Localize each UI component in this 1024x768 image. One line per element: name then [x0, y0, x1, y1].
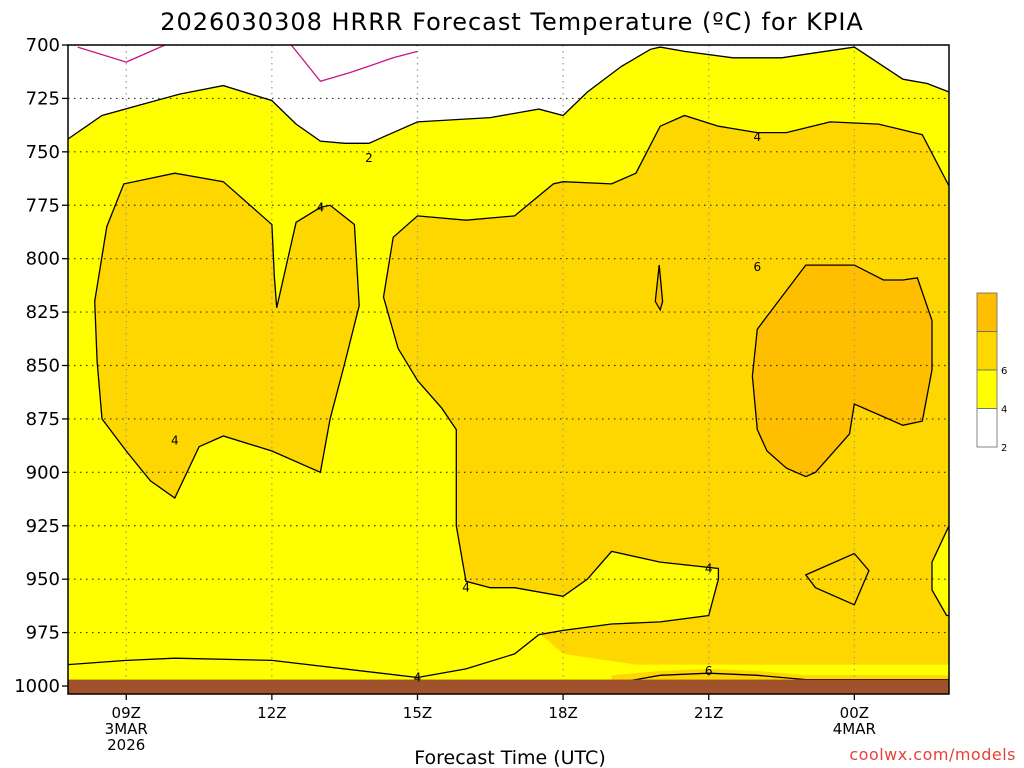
contour-label: 4 — [317, 200, 325, 214]
x-tick-label: 2026 — [107, 736, 145, 754]
x-tick-label: 3MAR — [105, 720, 148, 738]
contour-label: 4 — [462, 581, 470, 595]
contour-label: 4 — [414, 670, 422, 684]
y-tick-label: 700 — [26, 35, 60, 56]
y-tick-label: 825 — [26, 302, 60, 323]
region-main-4c-layer — [383, 115, 949, 665]
region-upper-left-4c-pocket — [94, 173, 360, 498]
legend-swatch — [976, 408, 998, 448]
x-tick-label: 21Z — [694, 704, 723, 722]
plot-area: 2 4 4 4 4 4 4 6 6 — [68, 45, 949, 694]
y-tick-label: 900 — [26, 462, 60, 483]
contour-right-4-contour-a — [931, 525, 949, 617]
contour-label: 6 — [705, 664, 713, 678]
contour-label: 4 — [705, 561, 713, 575]
color-legend: 6 4 2 — [976, 292, 1007, 454]
x-tick-label: 09Z — [112, 704, 141, 722]
terrain-band — [68, 679, 949, 694]
contour-zero-contour-a — [77, 45, 166, 63]
y-tick-label: 950 — [26, 569, 60, 590]
contour-label: 6 — [753, 260, 761, 274]
region-6c-sliver — [655, 265, 663, 310]
chart-title: 2026030308 HRRR Forecast Temperature (ºC… — [160, 8, 864, 36]
y-tick-label: 750 — [26, 142, 60, 163]
legend-swatch — [976, 369, 998, 409]
y-tick-label: 800 — [26, 249, 60, 270]
legend-swatch — [976, 331, 998, 371]
y-tick-label: 925 — [26, 516, 60, 537]
x-axis-label: Forecast Time (UTC) — [414, 747, 605, 768]
legend-swatch — [976, 292, 998, 332]
contour-six-sliver-contour — [654, 265, 664, 312]
y-tick-label: 725 — [26, 88, 60, 109]
x-tick-label: 15Z — [403, 704, 432, 722]
axes: 700 725 750 775 800 825 850 875 900 925 950 975 1000… — [14, 35, 950, 754]
contour-two-contour — [68, 46, 949, 144]
legend-tick-label: 2 — [1001, 443, 1007, 454]
x-tick-label: 4MAR — [833, 720, 876, 738]
plot-frame — [67, 44, 950, 695]
legend-tick-label: 4 — [1001, 405, 1007, 416]
contour-label: 4 — [753, 130, 761, 144]
contour-low-4-contour — [68, 114, 949, 679]
y-tick-label: 975 — [26, 623, 60, 644]
y-tick-label: 775 — [26, 195, 60, 216]
contour-left-4-contour — [94, 172, 360, 499]
x-tick-label: 12Z — [257, 704, 286, 722]
region-6c-core — [752, 265, 932, 477]
y-tick-label: 875 — [26, 409, 60, 430]
y-tick-label: 850 — [26, 356, 60, 377]
contour-right-4-contour-b — [804, 552, 870, 606]
x-tick-label: 18Z — [548, 704, 577, 722]
x-tick-label: 00Z — [840, 704, 869, 722]
y-tick-label: 1000 — [14, 676, 60, 697]
contour-label: 4 — [171, 433, 179, 447]
contour-zero-contour-b — [290, 45, 418, 83]
credit-text: coolwx.com/models — [849, 745, 1016, 764]
legend-tick-label: 6 — [1001, 366, 1007, 377]
contour-label: 2 — [365, 151, 373, 165]
contour-six-contour — [751, 264, 933, 478]
